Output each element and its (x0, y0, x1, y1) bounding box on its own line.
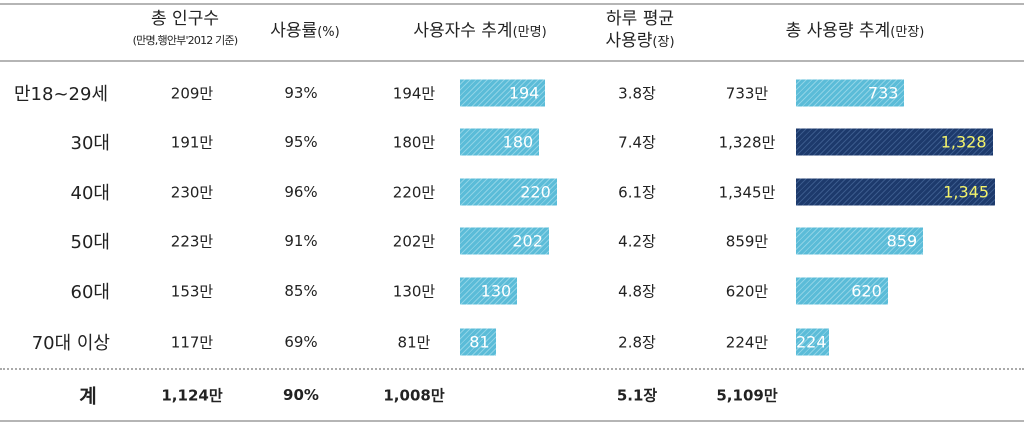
total-usage-cell: 733만 (725, 84, 769, 103)
header-users-title: 사용자수 추계 (413, 21, 513, 41)
total-usage-bar: 859 (796, 227, 924, 255)
total-usage-cell: 620만 (725, 282, 769, 301)
header-rule (0, 60, 1024, 62)
total-usage-bar: 224 (796, 328, 830, 356)
daily-avg-cell: 2.8장 (618, 333, 656, 352)
users-bar: 202 (460, 227, 549, 255)
header-total-usage-unit: (만장) (890, 25, 925, 40)
usage-rate-cell: 91% (284, 232, 318, 250)
header-users: 사용자수 추계(만명) (380, 20, 580, 44)
age-group-label: 만18~29세 (14, 84, 109, 105)
header-usage-rate-unit: (%) (317, 25, 340, 40)
total-usage-bar: 1,345 (796, 178, 996, 206)
total-usage-cell: 1,345만 (718, 183, 776, 202)
usage-rate-cell: 85% (284, 282, 318, 300)
total-usage-cell: 859만 (725, 232, 769, 251)
total-users: 1,008만 (383, 386, 445, 405)
usage-rate-cell: 95% (284, 133, 318, 151)
total-label: 계 (79, 385, 97, 408)
users-bar: 220 (460, 178, 557, 206)
header-users-unit: (만명) (512, 25, 547, 40)
total-population: 1,124만 (161, 386, 223, 405)
users-cell: 194만 (392, 84, 436, 103)
population-cell: 153만 (170, 282, 214, 301)
population-cell: 223만 (170, 232, 214, 251)
top-rule (0, 3, 1024, 5)
header-usage-rate: 사용률(%) (250, 20, 360, 44)
users-bar: 130 (460, 277, 518, 305)
users-bar: 180 (460, 128, 540, 156)
age-group-label: 70대 이상 (31, 333, 110, 354)
usage-rate-cell: 96% (284, 183, 318, 201)
usage-rate-cell: 69% (284, 333, 318, 351)
age-group-label: 50대 (70, 232, 110, 253)
header-daily-avg-line1: 하루 평균 (606, 9, 674, 29)
total-rate: 90% (283, 386, 319, 404)
header-daily-avg-line2: 사용량 (605, 31, 653, 51)
total-usage-bar: 1,328 (796, 128, 993, 156)
population-cell: 209만 (170, 84, 214, 103)
users-cell: 202만 (392, 232, 436, 251)
total-daily: 5.1장 (616, 386, 658, 405)
header-daily-avg-unit: (장) (652, 35, 675, 50)
header-population: 총 인구수 (만명,행안부'2012 기준) (100, 8, 270, 52)
total-usage-bar: 733 (796, 79, 905, 107)
total-rule (0, 368, 1024, 370)
total-usage: 5,109만 (716, 386, 778, 405)
bottom-rule (0, 420, 1024, 422)
age-group-label: 40대 (70, 183, 110, 204)
usage-rate-cell: 93% (284, 84, 318, 102)
daily-avg-cell: 3.8장 (618, 84, 656, 103)
age-group-label: 60대 (70, 282, 110, 303)
daily-avg-cell: 4.8장 (618, 282, 656, 301)
total-usage-cell: 224만 (725, 333, 769, 352)
header-total-usage: 총 사용량 추계(만장) (740, 20, 970, 44)
total-usage-bar: 620 (796, 277, 888, 305)
daily-avg-cell: 4.2장 (618, 232, 656, 251)
users-cell: 130만 (392, 282, 436, 301)
users-bar: 194 (460, 79, 546, 107)
population-cell: 191만 (170, 133, 214, 152)
population-cell: 117만 (170, 333, 214, 352)
header-population-note: (만명,행안부'2012 기준) (132, 34, 238, 47)
users-cell: 81만 (397, 333, 431, 352)
header-population-title: 총 인구수 (151, 9, 219, 29)
users-bar: 81 (460, 328, 496, 356)
header-daily-avg: 하루 평균 사용량(장) (580, 8, 700, 54)
users-cell: 180만 (392, 133, 436, 152)
daily-avg-cell: 7.4장 (618, 133, 656, 152)
daily-avg-cell: 6.1장 (618, 183, 656, 202)
population-cell: 230만 (170, 183, 214, 202)
age-group-label: 30대 (70, 133, 110, 154)
total-usage-cell: 1,328만 (718, 133, 776, 152)
users-cell: 220만 (392, 183, 436, 202)
header-usage-rate-title: 사용률 (270, 21, 318, 41)
header-total-usage-title: 총 사용량 추계 (785, 21, 891, 41)
